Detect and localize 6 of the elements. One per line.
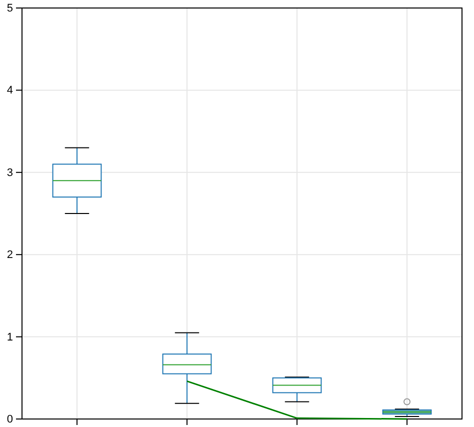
y-tick-label: 5 xyxy=(6,2,13,15)
y-tick-label: 2 xyxy=(6,249,13,262)
y-tick-label: 4 xyxy=(6,84,13,97)
y-tick-label: 3 xyxy=(6,166,13,179)
y-tick-label: 1 xyxy=(6,331,13,344)
y-tick-label: 0 xyxy=(6,414,13,426)
